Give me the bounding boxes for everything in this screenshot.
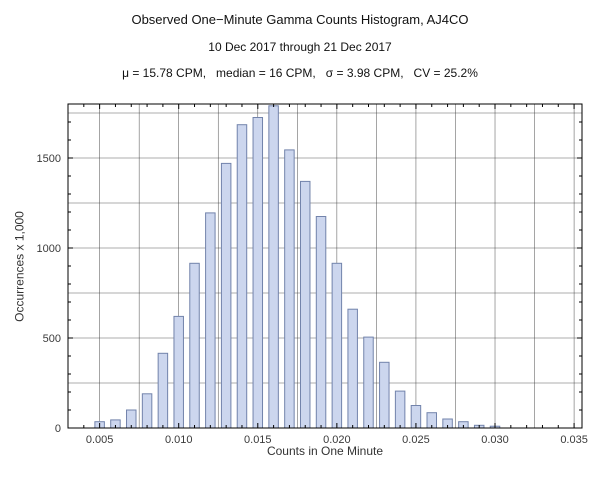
- histogram-bar: [252, 117, 264, 429]
- x-tick-label: 0.020: [323, 434, 351, 446]
- histogram-bar: [315, 216, 327, 429]
- x-tick-label: 0.005: [86, 434, 114, 446]
- tick-labels: 0.005 0.010 0.015 0.020 0.025 0.030 0.035 0 500 1…: [37, 153, 588, 446]
- histogram-bars: [94, 105, 501, 429]
- histogram-bar: [189, 262, 200, 429]
- chart-title: Observed One−Minute Gamma Counts Histogr…: [131, 12, 469, 27]
- chart-subtitle: 10 Dec 2017 through 21 Dec 2017: [208, 40, 392, 54]
- histogram-bar: [173, 315, 184, 429]
- histogram-bar: [220, 162, 232, 429]
- histogram-bar: [379, 361, 390, 429]
- histogram-bar: [205, 212, 216, 429]
- x-tick-label: 0.015: [244, 434, 272, 446]
- x-axis-label: Counts in One Minute: [266, 444, 384, 458]
- histogram-bar: [363, 336, 374, 429]
- y-tick-label: 500: [43, 333, 61, 345]
- histogram-bar: [236, 124, 248, 429]
- histogram-bar: [347, 308, 358, 429]
- y-tick-label: 0: [55, 423, 61, 435]
- chart-stats-line: μ = 15.78 CPM, median = 16 CPM, σ = 3.98…: [122, 66, 478, 80]
- histogram-bar: [268, 105, 279, 429]
- y-axis-label: Occurrences x 1,000: [12, 211, 27, 322]
- axis-ticks: [67, 104, 582, 429]
- x-tick-label: 0.030: [481, 434, 509, 446]
- histogram-bar: [394, 390, 406, 429]
- histogram-bar: [141, 393, 153, 429]
- histogram-bar: [299, 180, 311, 429]
- y-tick-label: 1500: [37, 153, 61, 165]
- histogram-bar: [157, 352, 169, 429]
- x-tick-label: 0.010: [165, 434, 193, 446]
- x-tick-label: 0.025: [402, 434, 430, 446]
- y-tick-label: 1000: [37, 243, 61, 255]
- x-tick-label: 0.035: [560, 434, 588, 446]
- histogram-bar: [284, 149, 295, 429]
- histogram-bar: [331, 262, 343, 429]
